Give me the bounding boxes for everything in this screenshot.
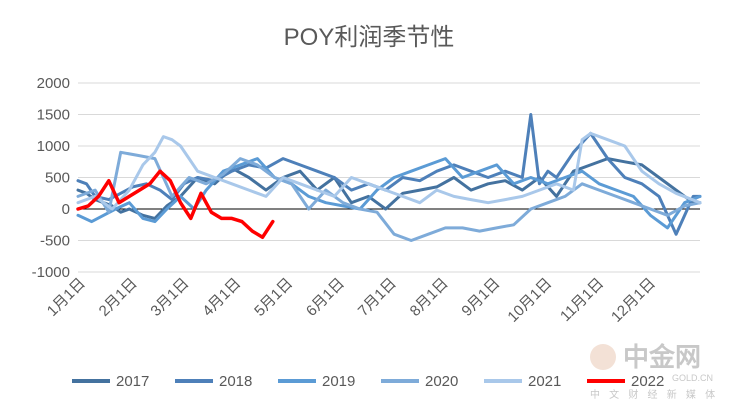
x-tick-label: 10月1日 bbox=[504, 275, 555, 326]
x-tick-label: 7月1日 bbox=[355, 275, 400, 320]
x-axis: 1月1日 2月1日 3月1日 4月1日 5月1日 6月1日 7月1日 8月1日 9月1日 10月1… bbox=[44, 275, 659, 326]
x-tick-label: 2月1日 bbox=[96, 275, 141, 320]
x-tick-label: 11月1日 bbox=[557, 275, 607, 325]
legend-label-2021: 2021 bbox=[528, 373, 561, 390]
y-tick-label: 500 bbox=[45, 170, 70, 187]
y-tick-label: 1000 bbox=[37, 138, 70, 155]
legend-label-2017: 2017 bbox=[116, 373, 149, 390]
watermark-tagline: 中 文 财 经 新 媒 体 bbox=[590, 388, 718, 401]
x-tick-label: 6月1日 bbox=[303, 275, 348, 320]
legend-label-2019: 2019 bbox=[322, 373, 355, 390]
x-tick-label: 4月1日 bbox=[199, 275, 244, 320]
series-line-2021 bbox=[76, 131, 702, 211]
y-tick-label: 0 bbox=[62, 201, 70, 218]
x-tick-label: 12月1日 bbox=[608, 275, 659, 326]
x-tick-label: 9月1日 bbox=[458, 275, 503, 320]
chart-title: POY利润季节性 bbox=[284, 24, 455, 51]
watermark: 中金网 GOLD.CN 中 文 财 经 新 媒 体 bbox=[590, 342, 718, 401]
x-tick-label: 8月1日 bbox=[407, 275, 452, 320]
watermark-logo-icon bbox=[590, 344, 616, 370]
legend-label-2018: 2018 bbox=[219, 373, 252, 390]
legend-label-2022: 2022 bbox=[631, 373, 664, 390]
series-line-2018 bbox=[76, 113, 702, 236]
x-tick-label: 3月1日 bbox=[147, 275, 192, 320]
x-tick-label: 1月1日 bbox=[44, 275, 89, 320]
y-tick-label: -500 bbox=[40, 233, 70, 250]
y-tick-label: -1000 bbox=[32, 264, 70, 281]
legend: 2017 2018 2019 2020 2021 2022 bbox=[72, 373, 664, 390]
y-tick-label: 1500 bbox=[37, 107, 70, 124]
x-tick-label: 5月1日 bbox=[251, 275, 296, 320]
watermark-url: GOLD.CN bbox=[672, 373, 713, 383]
y-axis: 2000 1500 1000 500 0 -500 -1000 bbox=[32, 75, 70, 281]
legend-label-2020: 2020 bbox=[425, 373, 458, 390]
y-tick-label: 2000 bbox=[37, 75, 70, 92]
series-line-2022 bbox=[76, 169, 275, 240]
series-layer bbox=[76, 113, 702, 242]
series-line-2020 bbox=[76, 150, 702, 242]
watermark-brand: 中金网 bbox=[623, 342, 701, 373]
series-line-2019 bbox=[76, 157, 702, 230]
grid-layer bbox=[78, 82, 700, 273]
